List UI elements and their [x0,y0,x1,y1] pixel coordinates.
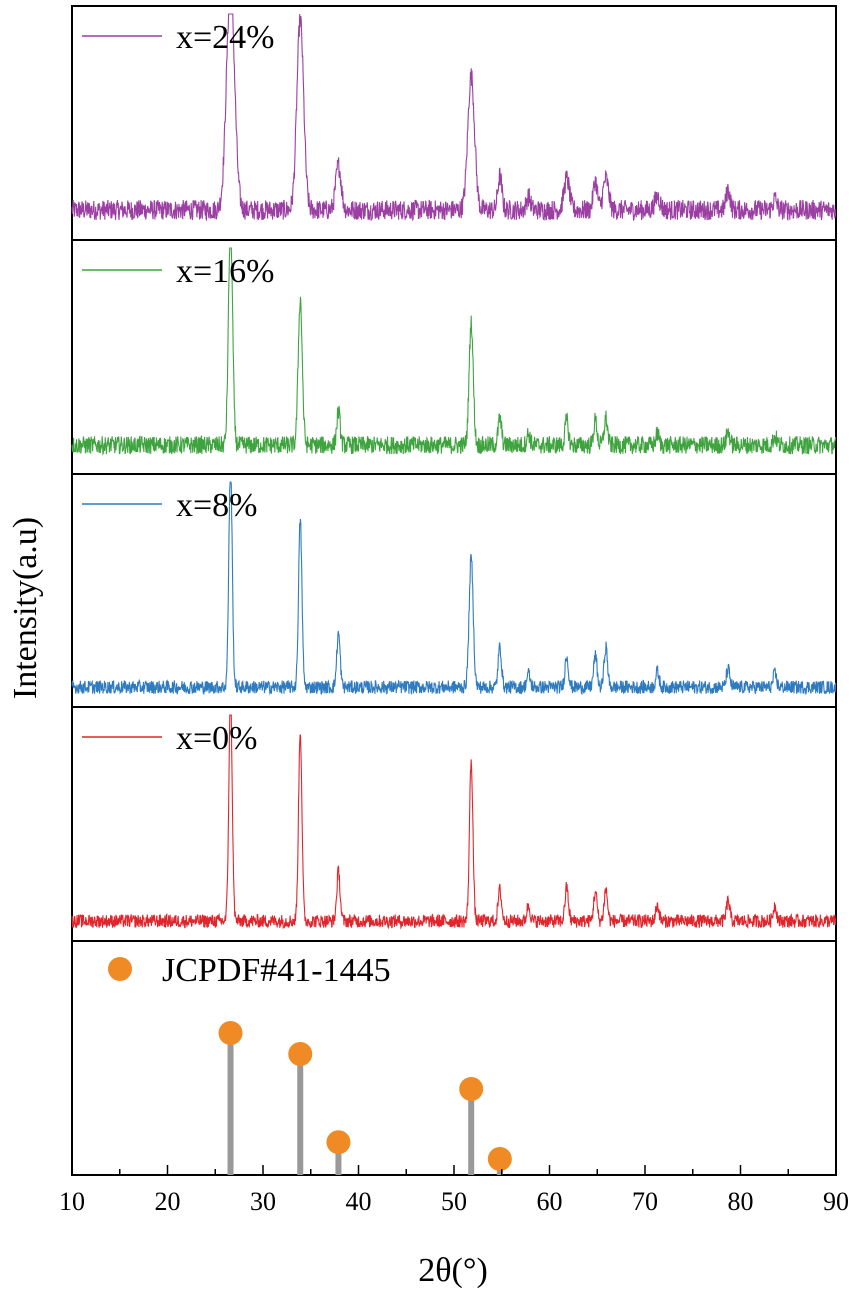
x-tick-label: 60 [537,1187,563,1216]
x-tick-label: 40 [346,1187,372,1216]
x-tick-label: 50 [441,1187,467,1216]
panel-1: x=16% [71,239,837,475]
panel-3: x=0% [71,706,837,942]
reference-legend-label: JCPDF#41-1445 [162,952,391,989]
reference-marker [326,1130,351,1155]
legend-label: x=24% [176,19,275,56]
panels: x=24% x=16% x=8% x=0% [71,5,837,942]
reference-panel: JCPDF#41-1445 [71,940,837,1176]
legend-label: x=16% [176,253,275,290]
panel-0: x=24% [71,5,837,241]
reference-marker [218,1021,243,1045]
reference-marker [487,1147,512,1171]
x-tick-label: 10 [59,1187,85,1216]
x-tick-label: 90 [823,1187,849,1216]
y-axis-label: Intensity(a.u) [7,517,44,699]
legend-label: x=0% [176,720,258,757]
panel-2: x=8% [71,473,837,708]
x-axis: 10 20 30 40 50 60 70 80 90 [59,1165,849,1216]
series-line-x=8% [71,481,837,696]
x-tick-label: 80 [728,1187,754,1216]
legend-label: x=8% [176,487,258,524]
x-tick-label: 20 [155,1187,181,1216]
x-axis-label: 2θ(°) [418,1252,488,1289]
series-line-x=0% [71,714,837,930]
x-tick-label: 70 [632,1187,658,1216]
reference-marker [459,1077,484,1101]
reference-marker [288,1042,313,1066]
x-tick-label: 30 [250,1187,276,1216]
series-line-x=16% [71,247,837,456]
series-line-x=24% [71,13,837,222]
reference-legend-marker [108,957,132,981]
